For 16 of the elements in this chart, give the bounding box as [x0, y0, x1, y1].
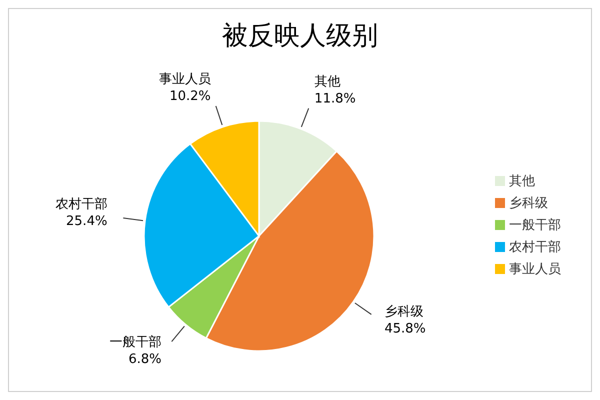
- legend-label: 一般干部: [509, 218, 561, 233]
- data-label: 11.8%: [314, 91, 356, 106]
- slice-label: 乡科级: [384, 304, 424, 320]
- slice-label: 一般干部: [109, 334, 162, 350]
- data-label: 45.8%: [384, 322, 426, 337]
- legend-label: 乡科级: [509, 196, 548, 211]
- chart-title: 被反映人级别: [221, 20, 379, 53]
- data-label: 25.4%: [66, 214, 108, 229]
- legend-label: 事业人员: [509, 262, 561, 277]
- legend-label: 农村干部: [509, 240, 561, 255]
- legend-label: 其他: [509, 174, 535, 189]
- data-label: 10.2%: [169, 88, 211, 104]
- data-label: 6.8%: [128, 352, 162, 367]
- slice-label: 事业人员: [158, 72, 211, 87]
- slice-label: 其他: [314, 74, 340, 90]
- slice-label: 农村干部: [55, 196, 108, 212]
